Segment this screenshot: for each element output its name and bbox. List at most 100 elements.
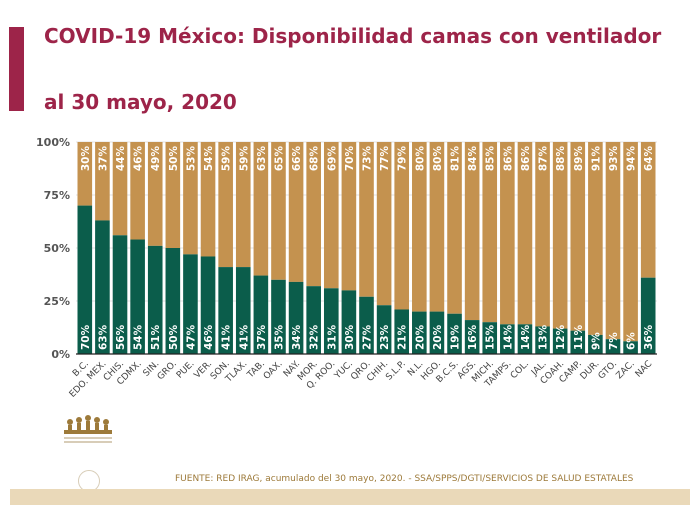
accent-bar [9,27,24,111]
bar-available [200,142,216,257]
bar-occupied [200,256,216,354]
data-label: 94% [626,146,638,172]
x-tick-label: S.L.P. [384,359,408,383]
title-line-2: al 30 mayo, 2020 [44,90,237,114]
data-label: 15% [485,324,497,350]
data-label: 50% [168,146,180,172]
data-label: 89% [573,146,585,172]
bar-available [535,142,550,327]
bar-occupied [464,320,480,354]
data-label: 16% [467,324,479,350]
bar-occupied [323,288,339,354]
bar-available [552,142,568,329]
bar-occupied [253,275,269,354]
bar-available [640,142,656,278]
x-tick-label: NAC [634,359,655,380]
y-tick-label: 50% [44,242,70,255]
bar-occupied [147,245,163,354]
bar-available [271,142,286,280]
source-footer: FUENTE: RED IRAG, acumulado del 30 mayo,… [175,474,634,484]
bar-available [570,142,586,331]
bar-available [306,142,321,287]
data-label: 44% [115,146,127,172]
bar-occupied [341,290,357,354]
data-label: 87% [538,146,550,172]
bar-available [605,142,621,340]
data-label: 56% [115,324,127,350]
x-tick-label: COL. [509,359,531,381]
bar-available [464,142,480,321]
government-logo [62,412,114,446]
bar-available [359,142,374,297]
data-label: 85% [485,146,497,172]
x-tick-label: ZAC. [615,359,637,381]
data-label: 59% [221,146,233,172]
bar-available [588,142,603,335]
bar-available [517,142,533,325]
data-label: 20% [414,324,426,350]
data-label: 27% [362,324,374,350]
x-tick-label: OAX. [262,359,285,382]
bar-occupied [517,324,533,354]
data-label: 31% [326,324,338,350]
bar-available [218,142,233,268]
data-label: 35% [273,324,285,350]
data-label: 63% [97,324,109,350]
data-label: 21% [397,324,409,350]
data-label: 64% [643,146,655,172]
bar-occupied [588,334,603,354]
bar-available [112,142,128,236]
bar-available [323,142,339,289]
bar-available [183,142,198,255]
bar-available [500,142,515,325]
bar-occupied [218,267,233,354]
data-label: 86% [502,146,514,172]
data-label: 68% [309,146,321,172]
data-label: 41% [238,324,250,350]
bar-occupied [165,248,181,354]
bar-occupied [95,220,110,354]
bar-occupied [429,311,445,354]
data-label: 30% [80,146,92,172]
bar-occupied [482,322,498,354]
data-label: 14% [520,324,532,350]
bar-available [147,142,163,246]
x-tick-label: GRO. [156,359,179,382]
data-label: 7% [608,332,620,350]
bar-occupied [552,328,568,354]
bar-available [394,142,410,310]
data-label: 81% [450,146,462,172]
bar-available [253,142,269,276]
bar-occupied [570,330,586,354]
data-label: 70% [80,324,92,350]
data-label: 23% [379,324,391,350]
bar-occupied [535,326,550,354]
bar-available [482,142,498,323]
bar-occupied [500,324,515,354]
data-label: 49% [150,146,162,172]
data-label: 93% [608,146,620,172]
y-tick-label: 100% [36,136,70,149]
data-label: 91% [590,146,602,172]
data-label: 50% [168,324,180,350]
bar-available [95,142,110,221]
title-line-1: COVID-19 México: Disponibilidad camas co… [44,24,662,48]
data-label: 41% [221,324,233,350]
bar-occupied [605,339,621,354]
x-tick-label: PUE. [175,359,197,381]
bar-occupied [235,267,251,354]
data-label: 36% [643,324,655,350]
data-label: 65% [273,146,285,172]
data-label: 79% [397,146,409,172]
bar-occupied [288,281,304,354]
bar-available [130,142,145,240]
data-label: 37% [256,324,268,350]
data-label: 13% [538,324,550,350]
bar-available [235,142,251,268]
bar-available [77,142,93,206]
x-tick-label: GTO. [597,359,619,381]
bar-occupied [359,296,374,354]
bar-available [623,142,638,342]
bar-available [288,142,304,282]
